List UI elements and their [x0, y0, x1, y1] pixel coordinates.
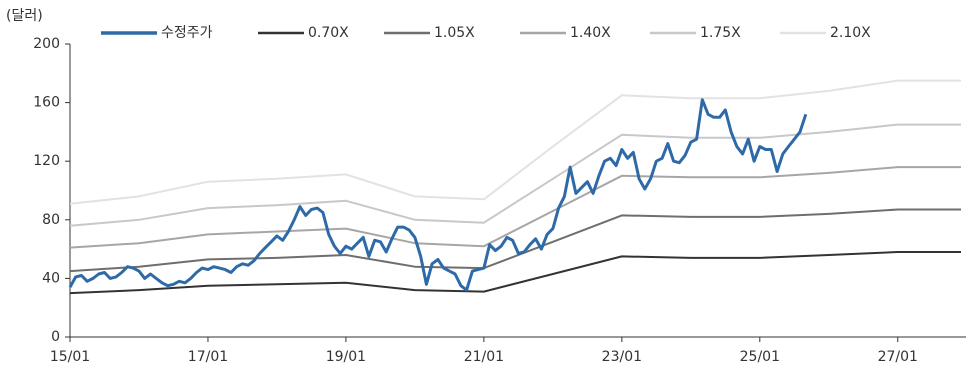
y-tick-label: 160 [33, 95, 60, 111]
x-tick-label: 21/01 [464, 349, 504, 365]
series-line [69, 123, 961, 227]
series-line [69, 251, 961, 295]
x-tick-label: 19/01 [326, 349, 366, 365]
x-tick-label: 25/01 [740, 349, 780, 365]
y-tick-label: 0 [51, 329, 60, 345]
legend-label: 0.70X [308, 25, 349, 41]
legend-label: 1.05X [434, 25, 475, 41]
series-line [69, 166, 961, 249]
y-tick-label: 200 [33, 36, 60, 52]
legend-label: 1.40X [570, 25, 611, 41]
y-tick-label: 120 [33, 153, 60, 169]
x-tick-label: 17/01 [188, 349, 228, 365]
y-tick-label: 40 [42, 270, 60, 286]
legend-label: 수정주가 [161, 25, 213, 41]
x-tick-label: 15/01 [50, 349, 90, 365]
legend-label: 1.75X [700, 25, 741, 41]
series-line [69, 208, 961, 273]
y-axis-label: (달러) [6, 8, 43, 24]
y-tick-label: 80 [42, 212, 60, 228]
x-tick-label: 23/01 [602, 349, 642, 365]
series-line [69, 79, 961, 205]
legend-label: 2.10X [830, 25, 871, 41]
x-tick-label: 27/01 [878, 349, 918, 365]
series-line [68, 98, 808, 292]
